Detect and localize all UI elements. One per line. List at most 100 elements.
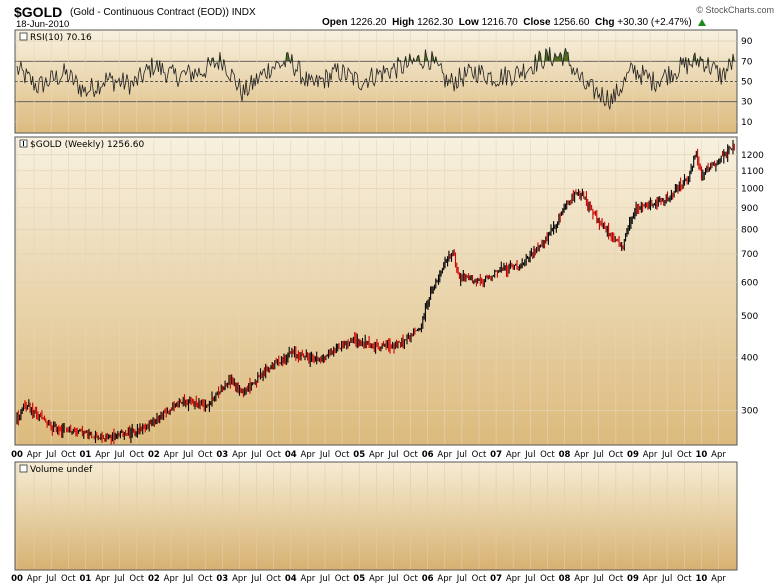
- rsi-tick-label: 50: [741, 78, 753, 88]
- x-axis-top: 00 Apr Jul Oct 01 Apr Jul Oct 02 Apr Jul Oct 03 Apr Ju…: [11, 450, 726, 460]
- x-tick-label: Apr: [27, 574, 42, 584]
- x-tick-label: Oct: [61, 450, 76, 460]
- chart-header: $GOLD (Gold - Continuous Contract (EOD))…: [0, 0, 780, 30]
- x-tick-label: Oct: [129, 450, 144, 460]
- x-tick-label: Oct: [540, 574, 555, 584]
- x-tick-label: Jul: [182, 450, 193, 460]
- price-panel: 300 400 500 600 700 800 900 1000 1100 1200 $GOLD …: [14, 136, 764, 446]
- x-tick-label: Jul: [319, 450, 330, 460]
- x-tick-label: Oct: [335, 450, 350, 460]
- x-tick-label: Oct: [472, 450, 487, 460]
- x-tick-label: Oct: [129, 574, 144, 584]
- price-y-axis: 300 400 500 600 700 800 900 1000 1100 1200: [741, 151, 764, 417]
- price-tick-label: 1100: [741, 167, 764, 177]
- x-tick-label: Apr: [711, 574, 726, 584]
- x-tick-label: 08: [559, 450, 571, 460]
- x-axis-bottom: 00 Apr Jul Oct 01 Apr Jul Oct 02 Apr Jul Oct 03 Apr Ju…: [11, 574, 726, 584]
- x-tick-label: Oct: [472, 574, 487, 584]
- x-tick-label: Apr: [27, 450, 42, 460]
- x-tick-label: Oct: [540, 450, 555, 460]
- x-tick-label: Jul: [524, 450, 535, 460]
- symbol-title: $GOLD: [14, 4, 63, 20]
- x-tick-label: Oct: [266, 450, 281, 460]
- x-tick-label: Jul: [593, 450, 604, 460]
- price-gridlines: [16, 140, 737, 444]
- x-tick-label: Apr: [301, 574, 316, 584]
- rsi-tick-label: 30: [741, 98, 753, 108]
- x-tick-label: 04: [285, 574, 297, 584]
- rsi-overbought-fill: [17, 47, 735, 62]
- rsi-series: [16, 47, 735, 110]
- x-tick-label: 03: [216, 574, 228, 584]
- x-tick-label: Jul: [661, 450, 672, 460]
- x-tick-label: 02: [148, 574, 160, 584]
- x-tick-label: 01: [80, 574, 92, 584]
- price-series: [16, 140, 735, 445]
- x-tick-label: Apr: [232, 574, 247, 584]
- price-tick-label: 700: [741, 250, 758, 260]
- x-tick-label: Apr: [164, 574, 179, 584]
- x-tick-label: Jul: [319, 574, 330, 584]
- price-tick-label: 600: [741, 279, 758, 289]
- x-tick-label: Apr: [95, 574, 110, 584]
- price-tick-label: 800: [741, 226, 758, 236]
- x-tick-label: 00: [11, 574, 23, 584]
- x-tick-label: 09: [627, 574, 639, 584]
- x-tick-label: Apr: [369, 574, 384, 584]
- x-tick-label: Oct: [198, 450, 213, 460]
- x-tick-label: Apr: [301, 450, 316, 460]
- x-tick-label: Jul: [456, 450, 467, 460]
- brand-watermark: © StockCharts.com: [696, 5, 774, 15]
- x-tick-label: Jul: [114, 574, 125, 584]
- price-legend-icon: [19, 139, 28, 148]
- x-tick-label: Apr: [643, 450, 658, 460]
- x-tick-label: Apr: [232, 450, 247, 460]
- x-tick-label: 10: [695, 450, 707, 460]
- x-tick-label: Oct: [335, 574, 350, 584]
- quote-summary: Open 1226.20 High 1262.30 Low 1216.70 Cl…: [322, 17, 706, 28]
- x-tick-label: Jul: [182, 574, 193, 584]
- x-tick-label: Jul: [524, 574, 535, 584]
- x-tick-label: 04: [285, 450, 297, 460]
- volume-label: Volume undef: [30, 465, 93, 475]
- symbol-description: (Gold - Continuous Contract (EOD)) INDX: [70, 7, 256, 18]
- x-tick-label: Oct: [403, 574, 418, 584]
- up-arrow-icon: [697, 18, 706, 26]
- x-tick-label: Apr: [711, 450, 726, 460]
- x-tick-label: Oct: [677, 574, 692, 584]
- rsi-label: RSI(10) 70.16: [30, 33, 92, 43]
- x-tick-label: 05: [353, 574, 365, 584]
- x-tick-label: 05: [353, 450, 365, 460]
- price-label: $GOLD (Weekly) 1256.60: [30, 140, 144, 150]
- x-tick-label: Jul: [387, 450, 398, 460]
- x-tick-label: Oct: [609, 574, 624, 584]
- x-tick-label: 02: [148, 450, 160, 460]
- x-tick-label: Apr: [574, 574, 589, 584]
- rsi-y-axis: 10 30 50 70 90: [741, 37, 753, 128]
- x-tick-label: Oct: [198, 574, 213, 584]
- x-tick-label: Jul: [661, 574, 672, 584]
- price-panel-bg: [14, 136, 738, 446]
- x-tick-label: 07: [490, 450, 502, 460]
- x-tick-label: Jul: [387, 574, 398, 584]
- price-tick-label: 500: [741, 312, 758, 322]
- x-tick-label: Oct: [61, 574, 76, 584]
- x-tick-label: Apr: [95, 450, 110, 460]
- x-tick-label: Apr: [437, 574, 452, 584]
- x-tick-label: Jul: [593, 574, 604, 584]
- x-tick-label: Jul: [250, 450, 261, 460]
- x-tick-label: 07: [490, 574, 502, 584]
- x-tick-label: Jul: [45, 450, 56, 460]
- chart-date: 18-Jun-2010: [16, 19, 70, 30]
- x-tick-label: Jul: [250, 574, 261, 584]
- price-tick-label: 300: [741, 406, 758, 416]
- price-tick-label: 400: [741, 353, 758, 363]
- rsi-tick-label: 10: [741, 118, 753, 128]
- price-tick-label: 1200: [741, 151, 764, 161]
- x-tick-label: Oct: [609, 450, 624, 460]
- x-tick-label: Apr: [369, 450, 384, 460]
- volume-gridlines: [16, 463, 719, 569]
- x-tick-label: Apr: [506, 450, 521, 460]
- x-tick-label: Apr: [506, 574, 521, 584]
